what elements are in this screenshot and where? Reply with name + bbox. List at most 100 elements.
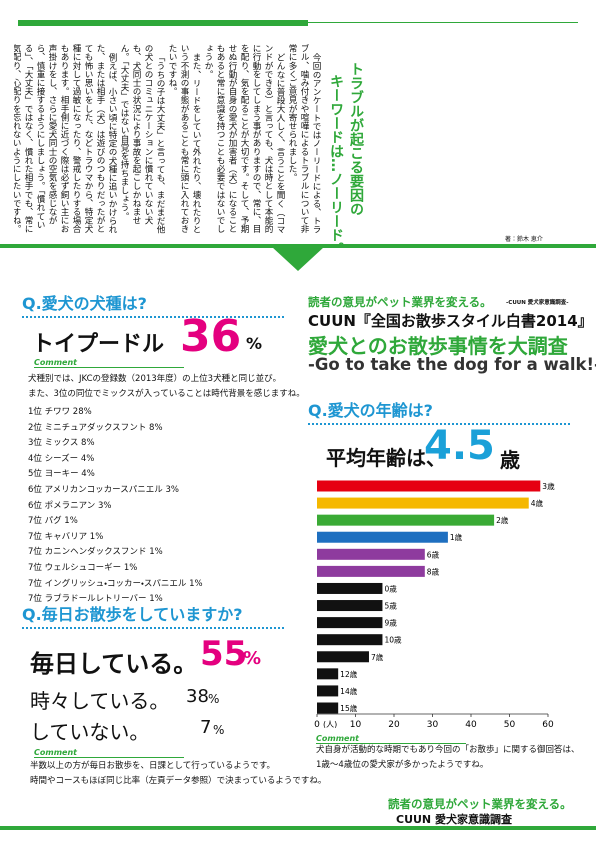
percent: % [243, 648, 262, 669]
answer: トイプードル [32, 332, 165, 357]
bar-label: 12歳 [340, 669, 358, 679]
ranking-item: 7位 イングリッシュ・コッカー・スパニエル 1% [28, 578, 203, 589]
footer-line: 読者の意見がペット業界を変える。 [388, 797, 572, 811]
bar [317, 582, 383, 594]
bar-label: 15歳 [340, 703, 358, 713]
ranking-item: 7位 ラブラドールレトリーバー 1% [28, 594, 163, 605]
survey-english: -Go to take the dog for a walk!- [308, 355, 596, 374]
kicker: 読者の意見がペット業界を変える。 [308, 295, 492, 309]
paragraph: 例えば、小さい頃に特定の犬種に追いかけられた、または相手（犬）は遊びのつもりだっ… [14, 44, 117, 234]
ranking-item: 3位 ミックス 8% [28, 438, 95, 449]
percent: % [213, 723, 225, 737]
bar [317, 634, 383, 646]
ranking-item: 7位 ウェルシュコーギー 1% [28, 562, 138, 573]
x-axis-label: (人) [323, 720, 337, 728]
comment-label: Comment [316, 734, 466, 744]
comment: 犬種別では、JKCの登録数（2013年度）の上位3犬種と同じ並び。 また、3位の… [28, 372, 305, 402]
answer: 時々している。 [30, 689, 170, 713]
comment-line: 犬種別では、JKCの登録数（2013年度）の上位3犬種と同じ並び。 [28, 374, 282, 384]
comment-line: 時間やコースもほぼ同じ比率（左頁データ参照）で決まっているようですね。 [30, 776, 327, 786]
answer-value: 7 [200, 717, 212, 738]
ranking-list: 1位 チワワ 28% 2位 ミニチュアダックスフント 8% 3位 ミックス 8% 4位… [28, 405, 203, 608]
answer-value: 55 [200, 634, 248, 674]
comment-line: 半数以上の方が毎日お散歩を、日課として行っているようです。 [30, 761, 275, 771]
paragraph: 今回のアンケートではノーリードによる、トラブル、噛み付きや喧嘩によるトラブルにつ… [287, 44, 321, 234]
bar-label: 4歳 [531, 498, 544, 508]
bar [317, 651, 369, 663]
bar [317, 480, 541, 492]
percent: % [208, 692, 220, 706]
ranking-item: 4位 シーズー 4% [28, 453, 95, 464]
bar [317, 702, 339, 714]
bar-label: 6歳 [427, 549, 440, 559]
comment-label: Comment [34, 358, 184, 368]
divider [0, 244, 596, 248]
article-body: 今回のアンケートではノーリードによる、トラブル、噛み付きや喧嘩によるトラブルにつ… [14, 44, 322, 240]
bar [317, 497, 529, 509]
bar-label: 9歳 [384, 618, 397, 628]
average-label: 平均年齢は、 [326, 446, 446, 470]
ranking-item: 5位 ヨーキー 4% [28, 469, 95, 480]
bar-label: 10歳 [384, 635, 402, 645]
heading-line: キーワードは…ノーリード。 [328, 74, 344, 256]
survey-subtitle: 愛犬とのお散歩事情を大調査 [308, 334, 568, 358]
paragraph: どんなに普段大人しく、言うことを聞く（コマンドができる）と言っても、犬は時として… [203, 44, 285, 234]
x-tick-label: 30 [427, 720, 439, 728]
bar [317, 668, 339, 680]
bar-label: 5歳 [384, 601, 397, 611]
bar [317, 514, 495, 526]
answer: 毎日している。 [30, 650, 198, 678]
answer-value: 36 [180, 311, 242, 362]
x-tick-label: 20 [388, 720, 400, 728]
ranking-item: 7位 キャバリア 1% [28, 531, 104, 542]
paragraph: 「うちの子は大丈夫」と言っても、まだまだ他の犬とのコミュニケーションに慣れていな… [119, 44, 165, 234]
x-tick-label: 10 [350, 720, 362, 728]
footer-line: CUUN 愛犬家意識調査 [396, 813, 512, 826]
ranking-item: 1位 チワワ 28% [28, 407, 92, 417]
bar-label: 2歳 [496, 515, 509, 525]
heading-line: トラブルが起こる要因の [348, 62, 364, 216]
x-tick-label: 40 [465, 720, 477, 728]
top-bar [18, 20, 308, 26]
kicker-sub: -CUUN 愛犬家意識調査- [506, 300, 569, 306]
answer: していない。 [30, 720, 150, 744]
comment: 犬自身が活動的な時期でもあり今回の「お散歩」に関する御回答は、 1歳～4歳位の愛… [316, 743, 580, 773]
bar-label: 3歳 [542, 481, 555, 491]
article-heading: トラブルが起こる要因の キーワードは…ノーリード。 [326, 62, 366, 256]
x-tick-label: 0 [314, 720, 320, 728]
bar-label: 14歳 [340, 686, 358, 696]
comment-line: 1歳～4歳位の愛犬家が多かったようですね。 [316, 760, 489, 770]
bottom-bar [0, 826, 596, 830]
divider-arrow [272, 247, 324, 271]
x-tick-label: 50 [504, 720, 516, 728]
question: Q.愛犬の犬種は? [22, 290, 284, 318]
ranking-item: 2位 ミニチュアダックスフント 8% [28, 422, 163, 433]
top-rule [308, 22, 578, 23]
average-unit: 歳 [500, 448, 520, 472]
ranking-item: 7位 カニンヘンダックスフンド 1% [28, 547, 163, 558]
question: Q.愛犬の年齢は? [308, 397, 570, 425]
bar [317, 600, 383, 612]
author: 著：鈴木 恵介 [505, 236, 543, 243]
comment-label: Comment [34, 748, 184, 758]
comment-line: また、3位の同位でミックスが入っていることは時代背景を感じますね。 [28, 389, 305, 399]
average-value: 4.5 [424, 423, 495, 469]
bar-label: 1歳 [450, 532, 463, 542]
bar [317, 548, 425, 560]
ranking-item: 6位 アメリカンコッカースパニエル 3% [28, 484, 179, 495]
bar [317, 531, 448, 543]
answer-value: 38 [186, 686, 209, 707]
ranking-item: 6位 ポメラニアン 3% [28, 500, 112, 511]
question: Q.毎日お散歩をしていますか? [22, 601, 284, 629]
survey-title: CUUN『全国お散歩スタイル白書2014』 [308, 312, 593, 330]
bar [317, 565, 425, 577]
percent: % [246, 334, 263, 353]
bar [317, 685, 339, 697]
paragraph: また、リードをしていて外れたり、壊れたりという不測の事態があることも常に頭に入れ… [167, 44, 201, 234]
bar-label: 0歳 [384, 583, 397, 593]
comment-line: 犬自身が活動的な時期でもあり今回の「お散歩」に関する御回答は、 [316, 745, 580, 755]
bar-label: 8歳 [427, 566, 440, 576]
bar [317, 617, 383, 629]
